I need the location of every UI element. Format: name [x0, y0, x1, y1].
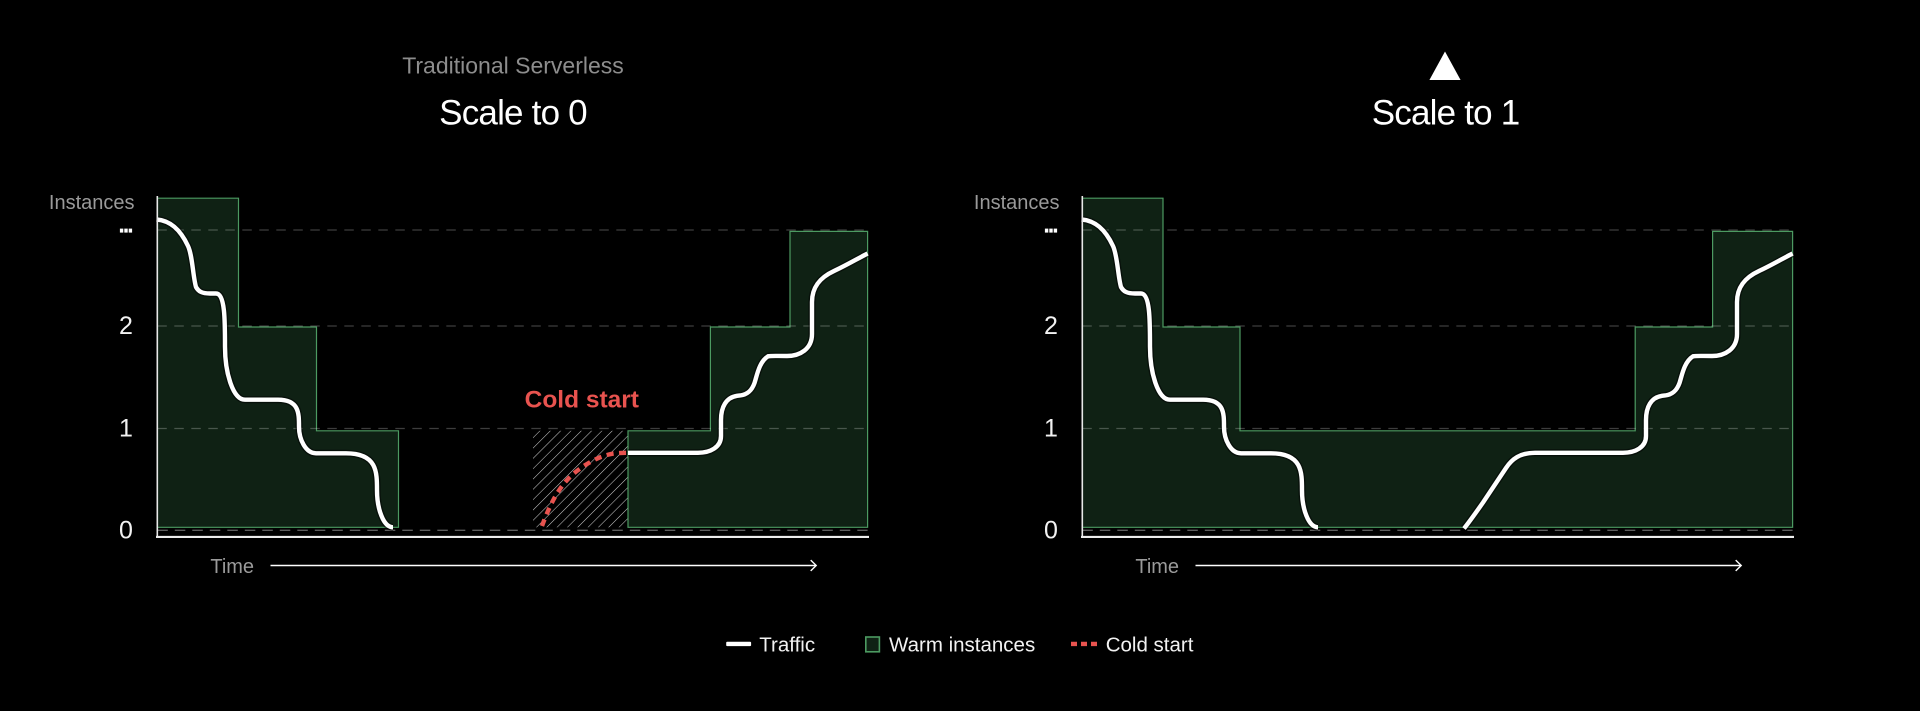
svg-text:2: 2 — [1044, 312, 1058, 340]
svg-text:1: 1 — [1044, 415, 1058, 443]
svg-text:Cold start: Cold start — [1106, 633, 1194, 656]
svg-text:1: 1 — [119, 415, 133, 443]
svg-text:Traditional Serverless: Traditional Serverless — [402, 53, 624, 79]
svg-text:2: 2 — [119, 312, 133, 340]
svg-text:Cold start: Cold start — [525, 387, 639, 414]
svg-text:0: 0 — [119, 517, 133, 545]
svg-text:Instances: Instances — [49, 192, 135, 214]
svg-text:Warm instances: Warm instances — [889, 633, 1035, 656]
svg-text:Scale to 0: Scale to 0 — [439, 94, 587, 133]
svg-text:Time: Time — [1135, 556, 1179, 578]
svg-text:Instances: Instances — [974, 192, 1060, 214]
svg-text:Traffic: Traffic — [759, 633, 815, 656]
svg-text:Time: Time — [210, 556, 254, 578]
svg-text:0: 0 — [1044, 517, 1058, 545]
svg-text:Scale to 1: Scale to 1 — [1372, 94, 1520, 133]
